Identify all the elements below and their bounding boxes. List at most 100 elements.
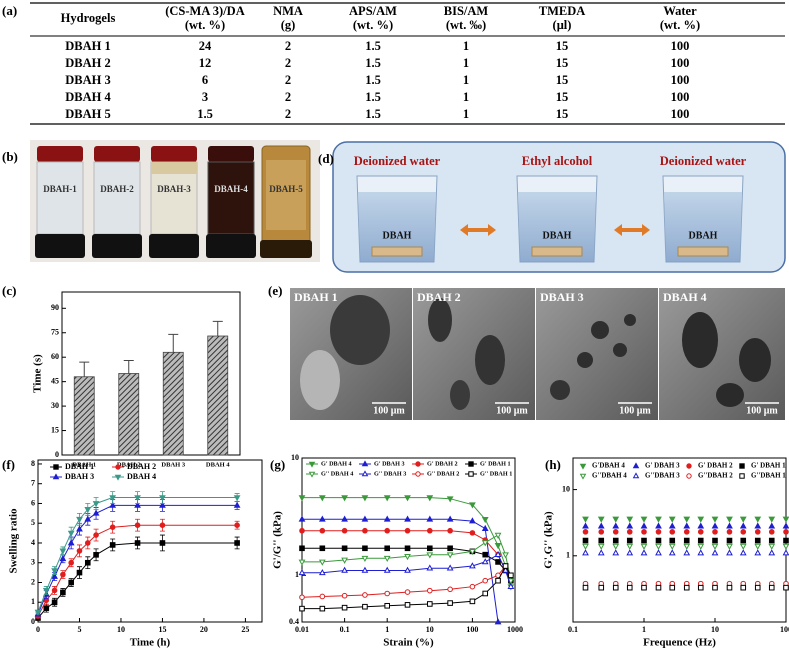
- marker: [494, 618, 502, 625]
- beaker: [662, 175, 744, 263]
- marker: [768, 522, 776, 529]
- marker: [598, 584, 605, 591]
- marker: [415, 471, 421, 477]
- vial-label: DBAH-1: [43, 184, 77, 194]
- x-tick-label: 20: [200, 625, 208, 634]
- marker: [134, 495, 141, 502]
- marker: [134, 540, 141, 546]
- marker: [383, 555, 391, 562]
- legend-label: G' DBAH 3: [645, 462, 680, 470]
- marker: [383, 566, 391, 573]
- marker: [754, 516, 762, 523]
- marker: [84, 507, 92, 514]
- marker: [494, 532, 502, 539]
- error-bar: [168, 333, 179, 353]
- marker: [768, 516, 776, 523]
- y-tick-label: 1: [566, 551, 570, 560]
- marker: [626, 543, 634, 550]
- table-cell: 2: [285, 39, 291, 53]
- vial-label: DBAH-5: [269, 184, 303, 194]
- marker: [597, 522, 605, 529]
- marker: [447, 600, 453, 606]
- marker: [668, 516, 676, 523]
- marker: [114, 474, 122, 481]
- marker: [612, 584, 619, 591]
- marker: [318, 559, 326, 566]
- marker: [612, 516, 620, 523]
- marker: [740, 584, 747, 591]
- marker: [469, 598, 476, 605]
- marker: [68, 559, 74, 566]
- marker: [469, 517, 476, 524]
- vial-label: DBAH-4: [214, 184, 248, 194]
- x-axis-label: Strain (%): [383, 637, 434, 649]
- marker: [341, 545, 348, 552]
- marker: [507, 582, 515, 590]
- marker: [754, 529, 761, 535]
- legend-label: G'' DBAH 2: [427, 470, 459, 477]
- table-cell: DBAH 5: [65, 107, 111, 121]
- marker: [383, 515, 391, 522]
- marker: [632, 472, 640, 479]
- marker: [308, 471, 316, 478]
- marker: [361, 515, 369, 522]
- table-cell: 1.5: [365, 107, 381, 121]
- marker: [469, 530, 476, 536]
- x-tick-label: 10: [711, 625, 719, 634]
- marker: [669, 537, 676, 544]
- marker: [641, 537, 647, 544]
- marker: [726, 537, 733, 544]
- legend-label: G' DBAH 2: [698, 462, 733, 470]
- marker: [754, 584, 761, 591]
- marker: [298, 495, 306, 502]
- marker: [612, 529, 619, 535]
- marker: [508, 572, 514, 579]
- marker: [711, 543, 719, 550]
- legend-label: G''DBAH 2: [698, 472, 733, 480]
- x-tick-label: 0.1: [568, 625, 578, 634]
- table-header: (CS-MA 3)/DA: [165, 4, 245, 18]
- x-tick-label: 10: [426, 625, 434, 634]
- scale-label: 100 μm: [746, 405, 778, 416]
- y-axis-label: G'/G'' (kPa): [272, 511, 284, 569]
- vial: [35, 146, 85, 258]
- table-cell: 15: [556, 73, 569, 87]
- marker: [468, 461, 474, 467]
- marker: [626, 522, 634, 529]
- marker: [318, 569, 326, 576]
- marker: [481, 540, 489, 547]
- vial: [260, 145, 312, 258]
- marker: [427, 587, 433, 594]
- y-tick-label: 10: [291, 453, 299, 462]
- marker: [640, 543, 648, 550]
- marker: [159, 495, 166, 502]
- marker: [159, 540, 166, 546]
- table-cell: DBAH 1: [65, 39, 111, 53]
- y-tick-label: 4: [31, 538, 35, 547]
- marker: [655, 516, 662, 523]
- marker: [362, 592, 368, 598]
- table-header: (μl): [553, 18, 572, 32]
- y-tick-label: 3: [31, 558, 35, 567]
- x-tick-label: 1000: [507, 625, 523, 634]
- marker: [59, 548, 67, 555]
- table-cell: 100: [671, 39, 690, 53]
- marker: [754, 543, 762, 550]
- vial: [149, 146, 199, 258]
- panel-label: (c): [2, 283, 16, 298]
- table-cell: 1.5: [365, 90, 381, 104]
- marker: [319, 605, 326, 612]
- x-tick-label: 1: [385, 625, 389, 634]
- marker: [52, 473, 60, 480]
- x-tick-label: 1: [642, 625, 646, 634]
- marker: [341, 557, 348, 564]
- table-cell: DBAH 4: [65, 90, 111, 104]
- marker: [783, 529, 789, 535]
- table-cell: DBAH 2: [65, 56, 111, 70]
- marker: [76, 516, 83, 524]
- marker: [446, 515, 454, 522]
- legend-label: G'' DBAH 3: [374, 470, 406, 477]
- table-header: Hydrogels: [61, 11, 116, 25]
- marker: [404, 527, 411, 534]
- marker: [446, 552, 454, 559]
